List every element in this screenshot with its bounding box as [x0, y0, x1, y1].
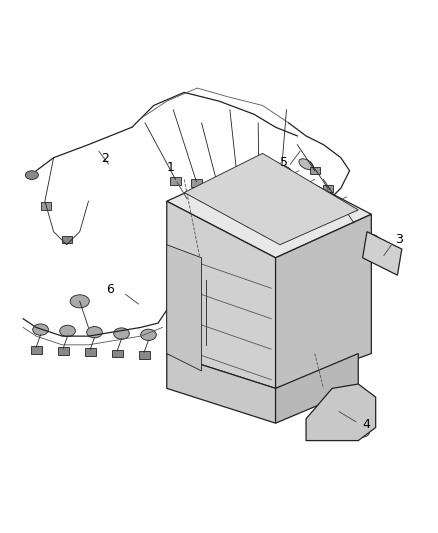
Text: 1: 1 — [167, 161, 175, 174]
Bar — [311, 167, 320, 174]
Bar — [275, 188, 285, 196]
Text: 2: 2 — [102, 152, 110, 165]
Ellipse shape — [298, 252, 314, 263]
Polygon shape — [167, 201, 276, 389]
Ellipse shape — [320, 274, 336, 285]
Ellipse shape — [278, 165, 292, 176]
Bar — [58, 347, 69, 355]
Polygon shape — [276, 214, 371, 389]
Ellipse shape — [33, 324, 48, 335]
Bar — [139, 351, 150, 359]
Ellipse shape — [114, 328, 129, 339]
Ellipse shape — [342, 296, 357, 307]
Polygon shape — [167, 245, 201, 371]
Polygon shape — [276, 353, 358, 423]
Bar — [350, 220, 359, 227]
Ellipse shape — [25, 171, 39, 180]
Ellipse shape — [236, 179, 251, 189]
Ellipse shape — [257, 172, 272, 183]
Bar — [319, 393, 363, 423]
Bar — [41, 202, 51, 210]
Ellipse shape — [194, 191, 209, 203]
Polygon shape — [184, 154, 358, 245]
Text: 5: 5 — [280, 156, 288, 169]
Polygon shape — [167, 353, 276, 423]
Ellipse shape — [87, 327, 102, 338]
Bar — [323, 184, 333, 192]
Ellipse shape — [180, 338, 197, 351]
Polygon shape — [306, 384, 376, 441]
Bar — [212, 181, 223, 189]
Text: 3: 3 — [395, 232, 403, 246]
Bar — [112, 350, 123, 358]
Ellipse shape — [215, 185, 230, 196]
Bar — [31, 346, 42, 353]
Ellipse shape — [169, 274, 217, 311]
Text: 4: 4 — [363, 417, 371, 431]
Ellipse shape — [60, 325, 75, 336]
Bar — [254, 185, 264, 193]
Bar — [62, 236, 72, 243]
Bar — [191, 179, 201, 187]
Polygon shape — [363, 232, 402, 275]
Ellipse shape — [141, 329, 156, 341]
Ellipse shape — [171, 332, 206, 358]
Ellipse shape — [299, 159, 313, 169]
Polygon shape — [167, 158, 371, 258]
Bar — [85, 349, 96, 356]
Bar — [170, 177, 181, 184]
Text: 6: 6 — [106, 282, 114, 296]
Ellipse shape — [70, 295, 89, 308]
Bar — [336, 202, 346, 209]
Ellipse shape — [180, 281, 206, 304]
Bar — [233, 183, 244, 191]
